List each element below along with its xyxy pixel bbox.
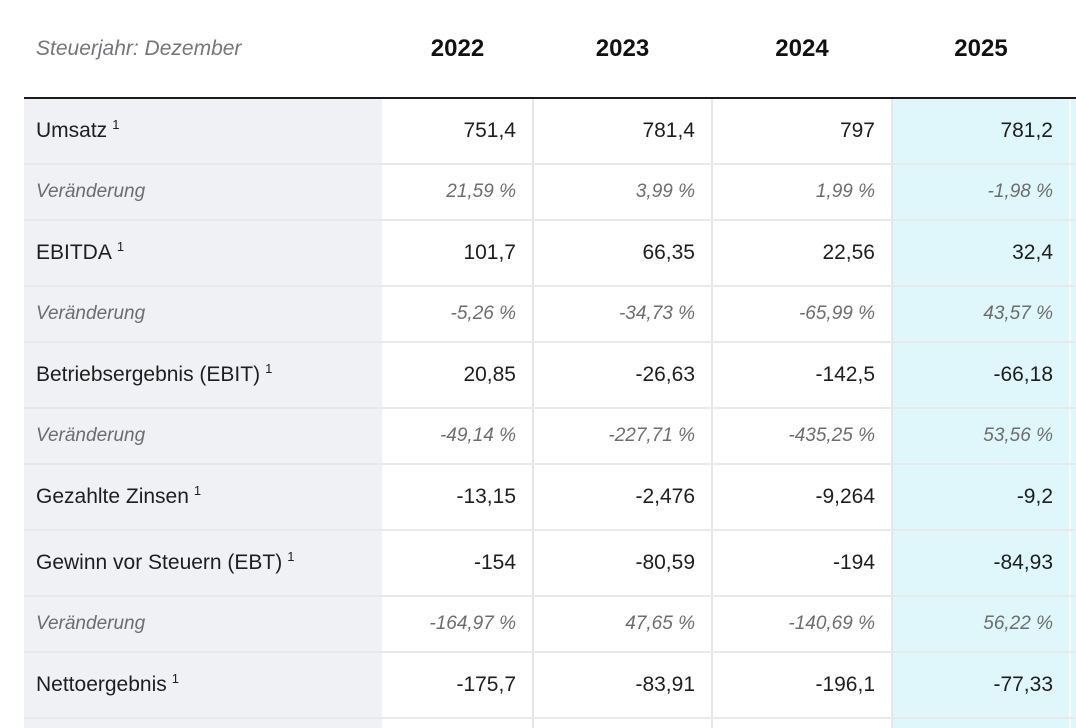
cell-value: -435,25 % — [711, 408, 892, 465]
cell-value: -26,63 — [532, 342, 712, 409]
footnote-marker: 1 — [193, 483, 202, 498]
cell-value-estimate: -77,33 — [891, 652, 1070, 719]
cell-value: -140,69 % — [711, 596, 892, 653]
row-label: Betriebsergebnis (EBIT) — [36, 363, 261, 386]
row-label: Veränderung — [36, 425, 146, 446]
footnote-marker: 1 — [287, 549, 295, 564]
clipped-column-sliver — [1069, 596, 1076, 653]
cell-value: -34,73 % — [532, 286, 712, 343]
cell-value: -80,59 — [532, 530, 712, 597]
clipped-column-sliver — [1069, 98, 1076, 165]
cell-value: 21,59 % — [382, 164, 533, 221]
row-label-cell: Veränderung — [24, 286, 382, 343]
cell-value: -83,91 — [532, 652, 712, 719]
cell-value: 22,56 — [711, 220, 892, 287]
cell-value: 101,7 — [382, 220, 533, 287]
row-label-cell: EBITDA 1 — [24, 220, 382, 287]
table-row-nettoergebnis: Nettoergebnis 1 -175,7 -83,91 -196,1 -77,… — [24, 652, 1076, 719]
row-label-cell: Betriebsergebnis (EBIT) 1 — [24, 342, 382, 409]
row-label: Veränderung — [36, 303, 146, 324]
cell-value-estimate: 56,22 % — [891, 596, 1070, 653]
cell-value: 1,99 % — [711, 164, 892, 221]
cell-value: -164,97 % — [382, 596, 533, 653]
table-row-clipped — [24, 718, 1076, 728]
year-header-2022: 2022 — [382, 0, 533, 99]
footnote-marker: 1 — [112, 117, 120, 132]
year-header-clipped — [1070, 0, 1076, 99]
cell-value: 3,99 % — [532, 164, 712, 221]
cell-value: -175,7 — [382, 652, 533, 719]
row-label: Veränderung — [36, 181, 146, 202]
footnote-marker: 1 — [265, 361, 273, 376]
cell-value: -154 — [382, 530, 533, 597]
cell-value-estimate: 53,56 % — [891, 408, 1070, 465]
row-label: Umsatz — [36, 119, 108, 142]
cell-value: -9,264 — [711, 464, 892, 531]
cell-value: -2,476 — [532, 464, 712, 531]
clipped-column-sliver — [1069, 464, 1076, 531]
cell-value-estimate: 43,57 % — [891, 286, 1070, 343]
clipped-column-sliver — [1069, 408, 1076, 465]
cell-value: 797 — [711, 98, 892, 165]
year-header-2023: 2023 — [533, 0, 712, 99]
row-label-cell: Gezahlte Zinsen 1 — [24, 464, 382, 531]
row-label: Veränderung — [36, 613, 146, 634]
clipped-column-sliver — [1069, 652, 1076, 719]
clipped-column-sliver — [1069, 220, 1076, 287]
financial-table: Steuerjahr: Dezember 2022 2023 2024 2025… — [24, 0, 1076, 728]
cell-value: 751,4 — [382, 98, 533, 165]
table-row-umsatz: Umsatz 1 751,4 781,4 797 781,2 — [24, 98, 1076, 165]
row-label-cell: Veränderung — [24, 596, 382, 653]
row-label-cell: Veränderung — [24, 164, 382, 221]
table-row-change: Veränderung 21,59 % 3,99 % 1,99 % -1,98 … — [24, 164, 1076, 221]
cell-value: 781,4 — [532, 98, 712, 165]
cell-value: -49,14 % — [382, 408, 533, 465]
cell-value: -5,26 % — [382, 286, 533, 343]
cell-value-estimate: -84,93 — [891, 530, 1070, 597]
cell-value: -65,99 % — [711, 286, 892, 343]
year-header-2024: 2024 — [712, 0, 892, 99]
cell-value: -196,1 — [711, 652, 892, 719]
table-header-row: Steuerjahr: Dezember 2022 2023 2024 2025 — [24, 0, 1076, 99]
table-row-change: Veränderung -49,14 % -227,71 % -435,25 %… — [24, 408, 1076, 465]
year-header-2025: 2025 — [892, 0, 1070, 99]
cell-value-estimate: -9,2 — [891, 464, 1070, 531]
cell-value: -227,71 % — [532, 408, 712, 465]
row-label: Gezahlte Zinsen — [36, 485, 189, 508]
table-row-change: Veränderung -164,97 % 47,65 % -140,69 % … — [24, 596, 1076, 653]
table-row-ebt: Gewinn vor Steuern (EBT) 1 -154 -80,59 -1… — [24, 530, 1076, 597]
cell-value-estimate: -1,98 % — [891, 164, 1070, 221]
row-label-cell: Nettoergebnis 1 — [24, 652, 382, 719]
row-label: EBITDA — [36, 241, 112, 264]
fiscal-year-label: Steuerjahr: Dezember — [24, 0, 382, 99]
row-label-cell: Gewinn vor Steuern (EBT) 1 — [24, 530, 382, 597]
footnote-marker: 1 — [116, 239, 125, 254]
clipped-column-sliver — [1069, 530, 1076, 597]
table-row-change: Veränderung -5,26 % -34,73 % -65,99 % 43… — [24, 286, 1076, 343]
row-label: Gewinn vor Steuern (EBT) — [36, 551, 283, 574]
cell-value-estimate: 32,4 — [891, 220, 1070, 287]
cell-value-estimate: -66,18 — [891, 342, 1070, 409]
row-label-cell: Umsatz 1 — [24, 98, 382, 165]
cell-value: -194 — [711, 530, 892, 597]
cell-value: -13,15 — [382, 464, 533, 531]
cell-value-estimate: 781,2 — [891, 98, 1070, 165]
cell-value: 47,65 % — [532, 596, 712, 653]
row-label-cell: Veränderung — [24, 408, 382, 465]
footnote-marker: 1 — [171, 671, 179, 686]
clipped-column-sliver — [1069, 286, 1076, 343]
clipped-column-sliver — [1069, 164, 1076, 221]
clipped-column-sliver — [1069, 342, 1076, 409]
table-row-ebit: Betriebsergebnis (EBIT) 1 20,85 -26,63 -1… — [24, 342, 1076, 409]
cell-value: 20,85 — [382, 342, 533, 409]
row-label: Nettoergebnis — [36, 673, 167, 696]
table-row-zinsen: Gezahlte Zinsen 1 -13,15 -2,476 -9,264 -9… — [24, 464, 1076, 531]
table-row-ebitda: EBITDA 1 101,7 66,35 22,56 32,4 — [24, 220, 1076, 287]
cell-value: -142,5 — [711, 342, 892, 409]
cell-value: 66,35 — [532, 220, 712, 287]
